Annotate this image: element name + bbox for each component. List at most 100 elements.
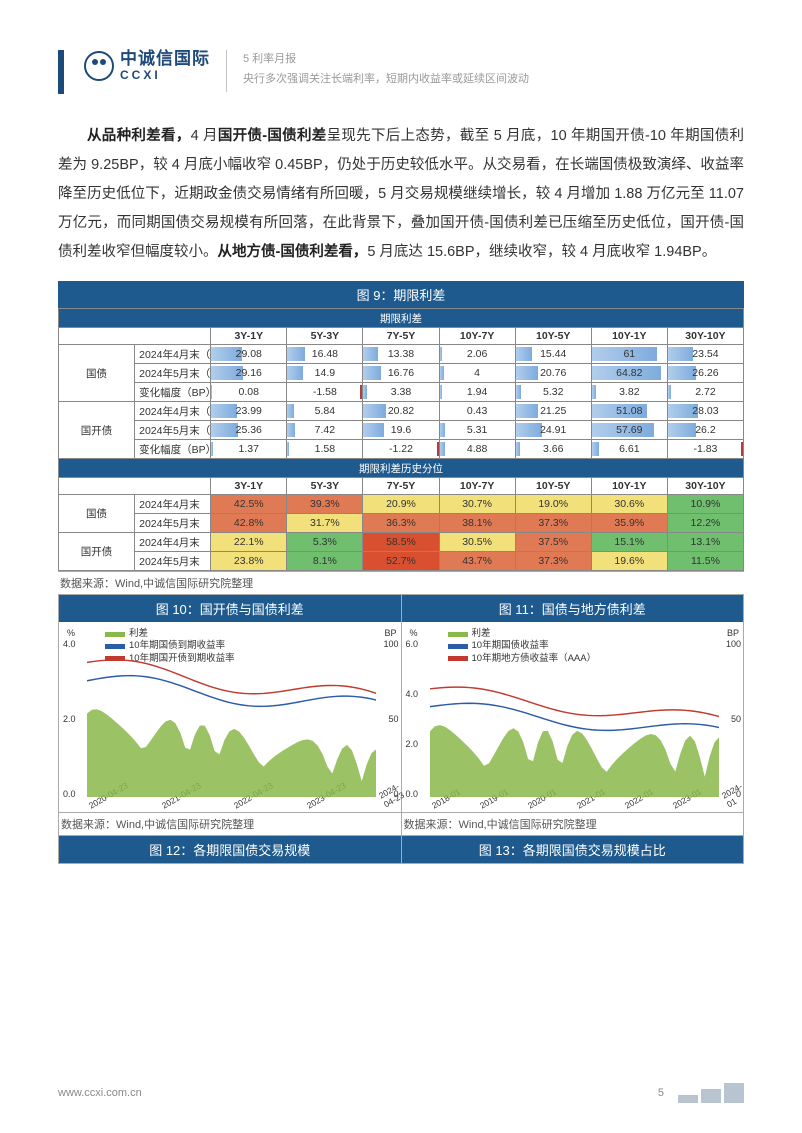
fig9-pct-cell: 30.6% — [591, 495, 667, 514]
fig9-value-cell: 14.9 — [287, 364, 363, 383]
fig9-pct-cell: 19.0% — [515, 495, 591, 514]
header-title-small: 5 利率月报 — [243, 50, 529, 66]
fig9-value-cell: -1.22 — [363, 440, 439, 459]
chart11-yr: 100 — [726, 639, 741, 649]
chart10-svg — [87, 642, 376, 797]
fig9-pct-cell: 37.3% — [515, 552, 591, 571]
chart11-legend-item: 利差 — [472, 628, 491, 640]
fig9-pct-cell: 36.3% — [363, 514, 439, 533]
header-accent-bar — [58, 50, 64, 94]
fig9-pct-cell: 23.8% — [211, 552, 287, 571]
fig9-value-cell: 20.76 — [515, 364, 591, 383]
fig9-col-hdr: 5Y-3Y — [287, 328, 363, 345]
fig9-pct-cell: 31.7% — [287, 514, 363, 533]
chart10-legend-item: 利差 — [129, 628, 148, 640]
fig9-value-cell: 3.38 — [363, 383, 439, 402]
ccxi-logo-icon — [84, 51, 114, 81]
fig9-pct-cell: 13.1% — [667, 533, 743, 552]
fig9-col-hdr: 3Y-1Y — [211, 478, 287, 495]
fig9-grp-gz: 国债 — [59, 345, 135, 402]
fig9-value-cell: 0.43 — [439, 402, 515, 421]
fig9-pct-cell: 5.3% — [287, 533, 363, 552]
fig9-value-cell: -1.58 — [287, 383, 363, 402]
fig9-value-cell: 19.6 — [363, 421, 439, 440]
fig9-value-cell: 57.69 — [591, 421, 667, 440]
fig11-source: 数据来源：Wind,中诚信国际研究院整理 — [402, 812, 744, 835]
p-seg-4: 呈现先下后上态势，截至 5 月底，10 年期国开债-10 年期国债利差为 9.2… — [58, 128, 744, 260]
fig10-11-row: 图 10：国开债与国债利差 %BP利差10年期国债到期收益率10年期国开债到期收… — [58, 594, 744, 836]
fig9-value-cell: 26.26 — [667, 364, 743, 383]
fig9-value-cell: 2.72 — [667, 383, 743, 402]
chart11-yl: 6.0 — [406, 639, 419, 649]
fig13-title: 图 13：各期限国债交易规模占比 — [402, 836, 744, 863]
fig10-title: 图 10：国开债与国债利差 — [59, 595, 401, 622]
fig9-section2: 期限利差历史分位 — [59, 459, 744, 478]
fig9-pct-cell: 11.5% — [667, 552, 743, 571]
fig9-pct-cell: 20.9% — [363, 495, 439, 514]
fig9-value-cell: 23.54 — [667, 345, 743, 364]
fig9-col-hdr: 10Y-5Y — [515, 478, 591, 495]
fig9-pct-cell: 22.1% — [211, 533, 287, 552]
p-bold-3: 国开债-国债利差 — [218, 128, 327, 144]
chart11-xl: 2024-01 — [720, 780, 750, 809]
fig9-value-cell: 61 — [591, 345, 667, 364]
chart10-yr: 100 — [383, 639, 398, 649]
fig9-value-cell: 20.82 — [363, 402, 439, 421]
page-footer: www.ccxi.com.cn 5 — [58, 1083, 744, 1103]
fig9-value-cell: 5.84 — [287, 402, 363, 421]
chart11-svg — [430, 642, 719, 797]
fig9-value-cell: 5.31 — [439, 421, 515, 440]
fig9-value-cell: 7.42 — [287, 421, 363, 440]
fig9-value-cell: 2.06 — [439, 345, 515, 364]
fig9-title: 图 9：期限利差 — [58, 281, 744, 308]
fig12-col: 图 12：各期限国债交易规模 — [59, 836, 402, 863]
fig9-value-cell: -1.83 — [667, 440, 743, 459]
fig9-value-cell: 5.32 — [515, 383, 591, 402]
fig13-col: 图 13：各期限国债交易规模占比 — [402, 836, 744, 863]
fig9-rowlbl: 2024年5月末（BP） — [135, 421, 211, 440]
fig12-13-row: 图 12：各期限国债交易规模 图 13：各期限国债交易规模占比 — [58, 836, 744, 864]
chart11-yl: 0.0 — [406, 789, 419, 799]
header-title-sub: 央行多次强调关注长端利率，短期内收益率或延续区间波动 — [243, 70, 529, 86]
fig9-value-cell: 26.2 — [667, 421, 743, 440]
chart10-yl: 2.0 — [63, 714, 76, 724]
p-seg-6: 5 月底达 15.6BP，继续收窄，较 4 月底收窄 1.94BP。 — [367, 244, 716, 260]
fig9-value-cell: 1.37 — [211, 440, 287, 459]
chart11-unit-right: BP — [727, 628, 739, 638]
fig9-col-hdr: 10Y-5Y — [515, 328, 591, 345]
chart10-unit-left: % — [67, 628, 75, 638]
fig9-value-cell: 64.82 — [591, 364, 667, 383]
fig9-value-cell: 29.16 — [211, 364, 287, 383]
fig10-col: 图 10：国开债与国债利差 %BP利差10年期国债到期收益率10年期国开债到期收… — [59, 595, 402, 835]
fig9-pct-cell: 35.9% — [591, 514, 667, 533]
fig9-col-hdr: 10Y-7Y — [439, 328, 515, 345]
fig9-value-cell: 25.36 — [211, 421, 287, 440]
fig9-rowlbl: 2024年4月末（BP） — [135, 345, 211, 364]
fig9-col-hdr: 30Y-10Y — [667, 328, 743, 345]
footer-url: www.ccxi.com.cn — [58, 1087, 142, 1099]
fig9-pct-cell: 30.5% — [439, 533, 515, 552]
fig11-col: 图 11：国债与地方债利差 %BP利差10年期国债收益率10年期地方债收益率（A… — [402, 595, 744, 835]
fig9-value-cell: 51.08 — [591, 402, 667, 421]
fig9-col-hdr: 10Y-7Y — [439, 478, 515, 495]
fig9-value-cell: 16.76 — [363, 364, 439, 383]
fig9-pct-cell: 39.3% — [287, 495, 363, 514]
fig10-chart: %BP利差10年期国债到期收益率10年期国开债到期收益率4.02.00.0100… — [59, 622, 401, 812]
fig9-pct-cell: 58.5% — [363, 533, 439, 552]
fig9-col-hdr: 10Y-1Y — [591, 478, 667, 495]
fig9-pct-cell: 19.6% — [591, 552, 667, 571]
fig12-title: 图 12：各期限国债交易规模 — [59, 836, 401, 863]
fig11-title: 图 11：国债与地方债利差 — [402, 595, 744, 622]
fig9-pct-cell: 8.1% — [287, 552, 363, 571]
chart11-yl: 4.0 — [406, 689, 419, 699]
fig9-value-cell: 15.44 — [515, 345, 591, 364]
fig9-value-cell: 23.99 — [211, 402, 287, 421]
fig9-value-cell: 24.91 — [515, 421, 591, 440]
fig9-value-cell: 4.88 — [439, 440, 515, 459]
fig9-value-cell: 16.48 — [287, 345, 363, 364]
logo-block: 中诚信国际 CCXI — [84, 50, 210, 82]
fig9-value-cell: 13.38 — [363, 345, 439, 364]
fig9-pct-cell: 12.2% — [667, 514, 743, 533]
chart10-yl: 0.0 — [63, 789, 76, 799]
fig9-value-cell: 29.08 — [211, 345, 287, 364]
